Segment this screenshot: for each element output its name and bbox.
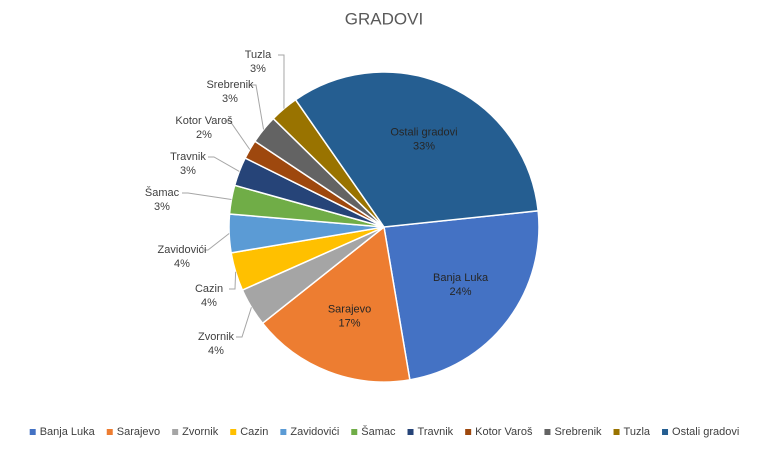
data-label-value: 3% [250, 63, 266, 75]
data-label-name: Ostali gradovi [390, 127, 457, 139]
legend-label: Sarajevo [117, 426, 160, 438]
legend-label: Tuzla [624, 426, 651, 438]
chart-title: GRADOVI [345, 9, 423, 28]
data-label-name: Tuzla [245, 49, 272, 61]
legend-swatch [106, 429, 113, 435]
leader-line [224, 120, 251, 150]
data-label-name: Zvornik [198, 331, 235, 343]
data-label-value: 3% [222, 93, 238, 105]
data-label-name: Srebrenik [206, 79, 254, 91]
pie-slice [294, 71, 539, 228]
legend-swatch [662, 429, 669, 435]
leader-line [208, 156, 240, 172]
data-label-value: 3% [154, 201, 170, 213]
leader-line [250, 84, 265, 130]
leader-line [182, 192, 232, 201]
legend-swatch [230, 429, 237, 435]
data-label-value: 33% [413, 141, 435, 153]
data-label-value: 24% [450, 286, 472, 298]
data-label-value: 4% [201, 297, 217, 309]
data-label-name: Kotor Varoš [175, 115, 233, 127]
legend-swatch [465, 429, 472, 435]
leader-line [202, 233, 230, 251]
data-label-value: 4% [208, 345, 224, 357]
data-label-value: 17% [339, 318, 361, 330]
legend-swatch [544, 429, 551, 435]
data-label-value: 4% [174, 258, 190, 270]
data-label-name: Zavidovići [158, 244, 207, 256]
legend: Banja Luka Sarajevo Zvornik Cazin Zavidovići… [29, 425, 739, 438]
legend-label: Cazin [240, 426, 268, 438]
leader-line [278, 54, 285, 109]
data-label-value: 2% [196, 129, 212, 141]
legend-label: Srebrenik [554, 426, 602, 438]
legend-label: Travnik [418, 426, 454, 438]
data-label-name: Cazin [195, 283, 223, 295]
legend-swatch [172, 429, 179, 435]
data-label-name: Banja Luka [433, 272, 489, 284]
pie-slice [383, 209, 540, 381]
legend-swatch [407, 429, 414, 435]
leader-line [236, 307, 252, 338]
legend-label: Kotor Varoš [475, 426, 533, 438]
legend-swatch [351, 429, 358, 435]
legend-swatch [613, 429, 620, 435]
legend-label: Šamac [361, 425, 396, 438]
legend-swatch [29, 429, 36, 435]
leader-line [229, 271, 237, 290]
pie-slice [261, 225, 411, 383]
legend-swatch [280, 429, 287, 435]
data-label-value: 3% [180, 165, 196, 177]
data-label-name: Travnik [170, 151, 206, 163]
legend-label: Banja Luka [40, 426, 96, 438]
legend-label: Zvornik [182, 426, 219, 438]
legend-label: Zavidovići [290, 426, 339, 438]
data-label-name: Šamac [145, 186, 180, 199]
legend-label: Ostali gradovi [672, 426, 739, 438]
data-label-name: Sarajevo [328, 304, 371, 316]
